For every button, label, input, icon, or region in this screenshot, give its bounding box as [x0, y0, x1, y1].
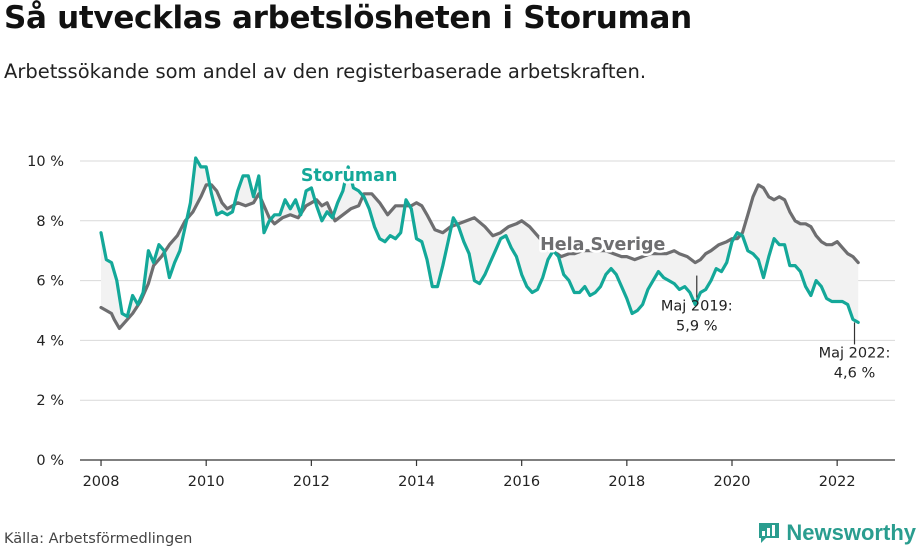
x-tick-label: 2022: [819, 474, 856, 490]
series-lines: [99, 156, 860, 330]
y-tick-label: 4 %: [36, 333, 64, 349]
y-tick-label: 6 %: [36, 274, 64, 290]
x-tick-label: 2020: [714, 474, 751, 490]
brand-name: Newsworthy: [786, 520, 916, 545]
annotations: Maj 2019: 5,9 % Maj 2022: 4,6 %: [661, 275, 891, 381]
x-tick-label: 2008: [83, 474, 120, 490]
x-tick-label: 2018: [608, 474, 645, 490]
axes: 0 % 2 % 4 % 6 % 8 % 10 % 2008 2010 2012 2014 2016 2…: [27, 154, 895, 490]
y-tick-label: 0 %: [36, 453, 64, 469]
annotation-label: Maj 2022:: [819, 345, 891, 361]
source-note: Källa: Arbetsförmedlingen: [4, 531, 193, 547]
series-label-storuman: Storuman: [301, 166, 398, 186]
x-tick-label: 2010: [188, 474, 225, 490]
x-tick-label: 2014: [398, 474, 435, 490]
x-tick-label: 2016: [503, 474, 540, 490]
difference-band-area: [101, 158, 859, 329]
newsworthy-logo-icon: [759, 523, 780, 543]
series-label-storuman-halo: Storuman: [301, 166, 398, 186]
series-line-storuman: [99, 156, 860, 324]
series-label-hela-sverige-halo: Hela Sverige: [540, 235, 665, 255]
difference-band: [101, 158, 859, 329]
annotation-label: Maj 2019:: [661, 299, 733, 315]
y-tick-label: 10 %: [27, 154, 64, 170]
series-line-hela-sverige: [99, 183, 860, 330]
chart-title: Så utvecklas arbetslösheten i Storuman: [4, 0, 692, 36]
brand-logo: Newsworthy: [757, 520, 916, 546]
annotation-value: 5,9 %: [676, 319, 717, 335]
y-tick-label: 2 %: [36, 393, 64, 409]
y-tick-label: 8 %: [36, 214, 64, 230]
chart-subtitle: Arbetssökande som andel av den registerb…: [4, 60, 647, 83]
series-label-hela-sverige: Hela Sverige: [540, 235, 665, 255]
annotation-value: 4,6 %: [834, 365, 875, 381]
x-tick-label: 2012: [293, 474, 330, 490]
